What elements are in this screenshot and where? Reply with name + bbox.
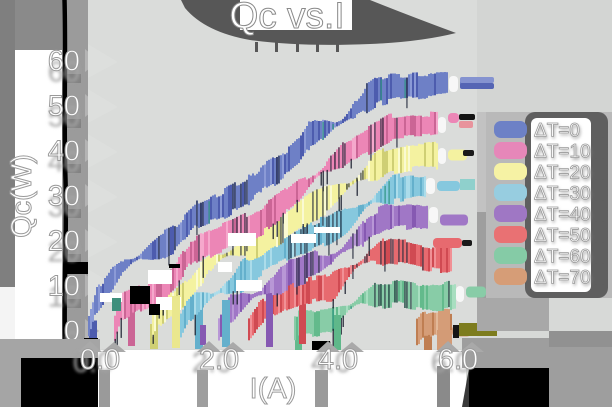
svg-text:50: 50 — [48, 102, 80, 134]
svg-text:10: 10 — [48, 271, 80, 303]
svg-text:60: 60 — [48, 46, 80, 78]
svg-text:20: 20 — [48, 226, 80, 258]
svg-text:ΔT=20: ΔT=20 — [535, 165, 592, 186]
svg-text:2.0: 2.0 — [192, 347, 232, 379]
svg-text:60: 60 — [48, 57, 80, 89]
svg-text:ΔT=70: ΔT=70 — [534, 268, 591, 289]
svg-text:ΔT=30: ΔT=30 — [535, 186, 592, 207]
svg-text:ΔT=0: ΔT=0 — [534, 121, 580, 142]
svg-text:30: 30 — [48, 181, 80, 213]
svg-text:40: 40 — [48, 147, 80, 179]
svg-text:ΔT=40: ΔT=40 — [535, 207, 592, 228]
svg-text:ΔT=0: ΔT=0 — [535, 123, 581, 144]
svg-text:ΔT=10: ΔT=10 — [534, 142, 591, 163]
svg-text:6.0: 6.0 — [438, 344, 478, 376]
svg-text:ΔT=50: ΔT=50 — [535, 228, 592, 249]
svg-text:50: 50 — [48, 91, 80, 123]
svg-text:4.0: 4.0 — [318, 344, 358, 376]
svg-text:ΔT=10: ΔT=10 — [535, 144, 592, 165]
svg-text:20: 20 — [48, 237, 80, 269]
svg-text:4.0: 4.0 — [311, 347, 351, 379]
svg-text:30: 30 — [48, 192, 80, 224]
svg-text:40: 40 — [48, 136, 80, 168]
svg-text:ΔT=70: ΔT=70 — [535, 270, 592, 291]
svg-text:ΔT=60: ΔT=60 — [535, 249, 592, 270]
svg-text:0.0: 0.0 — [80, 344, 120, 376]
svg-text:I(A): I(A) — [250, 373, 297, 405]
svg-text:Qc vs.I: Qc vs.I — [229, 0, 344, 36]
svg-text:2.0: 2.0 — [199, 344, 239, 376]
svg-text:ΔT=20: ΔT=20 — [534, 163, 591, 184]
svg-text:10: 10 — [48, 282, 80, 314]
svg-text:ΔT=50: ΔT=50 — [534, 226, 591, 247]
svg-text:ΔT=30: ΔT=30 — [534, 184, 591, 205]
svg-text:Qc(W): Qc(W) — [6, 154, 38, 238]
svg-text:0.0: 0.0 — [73, 347, 113, 379]
svg-text:ΔT=40: ΔT=40 — [534, 205, 591, 226]
svg-text:ΔT=60: ΔT=60 — [534, 247, 591, 268]
svg-text:6.0: 6.0 — [431, 347, 471, 379]
